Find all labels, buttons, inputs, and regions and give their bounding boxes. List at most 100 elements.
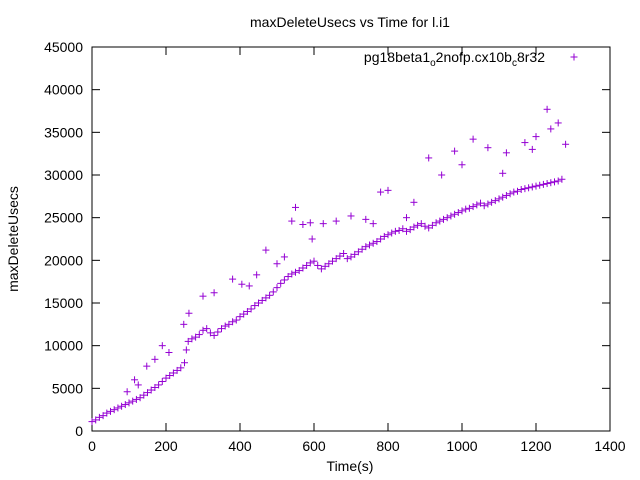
data-point	[454, 209, 462, 217]
data-point	[292, 203, 299, 211]
data-point	[273, 260, 281, 268]
data-point	[199, 292, 207, 300]
legend-label-sub-1: o	[430, 58, 436, 69]
data-point	[477, 199, 484, 207]
data-point	[136, 394, 144, 402]
chart-title: maxDeleteUsecs vs Time for l.i1	[250, 14, 450, 30]
data-point	[525, 184, 533, 192]
data-point	[547, 125, 555, 133]
plot-frame-group	[91, 46, 611, 432]
data-point	[214, 328, 222, 336]
data-point	[180, 320, 188, 328]
data-point	[143, 362, 151, 370]
data-point	[273, 284, 281, 292]
data-point	[192, 333, 200, 341]
data-point	[218, 325, 225, 333]
data-point	[225, 320, 233, 328]
data-point	[469, 135, 477, 143]
legend-label-part-3: 8r32	[517, 49, 545, 65]
data-point	[354, 248, 362, 256]
x-tick-label: 200	[154, 438, 178, 454]
data-point	[181, 359, 188, 367]
data-point	[458, 161, 466, 169]
data-point	[536, 181, 544, 189]
data-point	[488, 198, 496, 206]
data-point	[499, 193, 507, 201]
data-point	[132, 395, 140, 403]
data-point	[95, 413, 103, 421]
data-point	[151, 355, 159, 363]
data-point	[543, 180, 551, 188]
y-tick-label: 5000	[52, 380, 83, 396]
data-point	[384, 186, 392, 194]
data-point	[262, 294, 270, 302]
data-point	[532, 182, 540, 190]
data-point	[406, 226, 414, 234]
legend-label: pg18beta1o2nofp.cx10bc8r32	[364, 49, 545, 69]
data-point	[177, 364, 185, 372]
data-point	[351, 250, 359, 258]
legend: pg18beta1o2nofp.cx10bc8r32	[364, 49, 578, 69]
legend-label-sub-2: c	[512, 58, 517, 69]
data-point	[317, 265, 325, 273]
data-point	[484, 144, 492, 152]
data-point	[325, 260, 333, 268]
data-point	[253, 271, 261, 279]
data-point	[232, 316, 240, 324]
data-point	[547, 179, 555, 187]
data-point	[155, 381, 163, 389]
data-point	[255, 299, 262, 307]
data-point	[451, 147, 459, 155]
data-point	[144, 389, 151, 397]
data-point	[243, 308, 251, 316]
data-point	[303, 261, 311, 269]
data-point	[347, 212, 355, 220]
data-point	[399, 225, 407, 233]
data-point	[428, 221, 436, 229]
data-point	[299, 264, 307, 272]
data-point	[558, 175, 566, 183]
data-point	[562, 140, 570, 148]
x-axis: 0 200 400 600 800 1000 1200 1400	[88, 47, 626, 454]
data-point	[221, 322, 229, 330]
data-point	[99, 412, 107, 420]
data-point	[110, 406, 118, 414]
data-point	[295, 267, 303, 275]
x-tick-label: 1200	[520, 438, 551, 454]
data-point	[514, 187, 521, 195]
data-point	[551, 178, 558, 186]
data-point	[308, 235, 316, 243]
data-point	[280, 253, 288, 261]
data-point	[166, 372, 174, 380]
data-point	[151, 383, 159, 391]
data-point	[417, 220, 425, 228]
data-point	[432, 219, 440, 227]
data-point	[210, 331, 218, 339]
data-point	[288, 270, 296, 278]
data-point	[340, 250, 348, 258]
data-point	[521, 185, 529, 193]
data-point	[447, 212, 455, 220]
data-point	[410, 223, 418, 231]
data-point	[92, 416, 100, 424]
y-tick-label: 30000	[44, 167, 83, 183]
data-point	[403, 214, 410, 222]
data-point	[521, 139, 529, 147]
data-point	[236, 313, 244, 321]
data-point	[131, 376, 139, 384]
data-point	[258, 296, 266, 304]
x-tick-label: 1000	[446, 438, 477, 454]
data-point	[188, 335, 196, 343]
legend-label-part-1: pg18beta1	[364, 49, 430, 65]
data-point	[129, 397, 137, 405]
legend-marker	[570, 53, 578, 61]
series-points	[88, 105, 570, 426]
data-point	[391, 227, 399, 235]
data-point	[473, 201, 481, 209]
data-point	[395, 226, 403, 234]
data-point	[284, 273, 292, 281]
data-point	[107, 407, 114, 415]
data-point	[510, 188, 518, 196]
data-point	[277, 279, 285, 287]
data-point	[165, 348, 173, 356]
